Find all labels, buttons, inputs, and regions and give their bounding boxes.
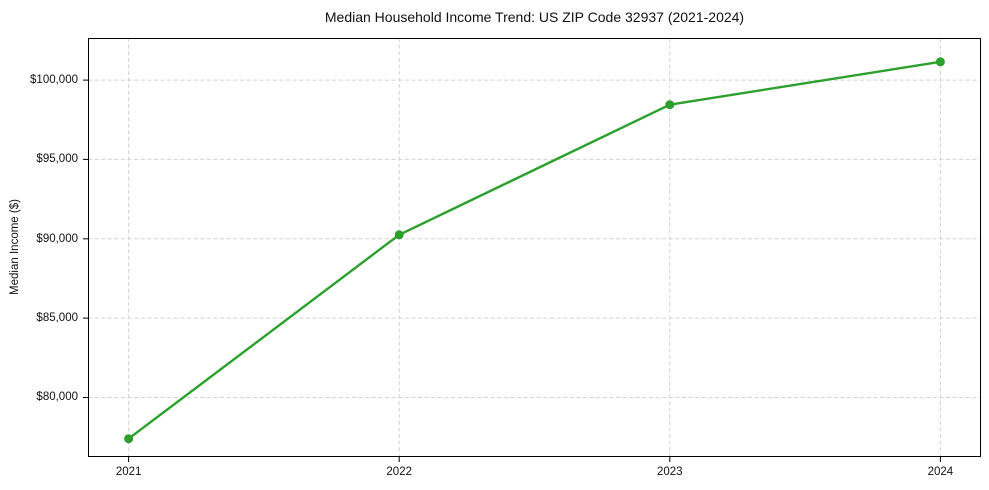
data-point-marker [124, 434, 134, 444]
y-tick-label: $85,000 [36, 312, 78, 325]
x-tick-label: 2021 [115, 466, 142, 478]
x-tick-label: 2023 [656, 466, 683, 478]
plot-canvas [83, 38, 981, 462]
chart-title: Median Household Income Trend: US ZIP Co… [324, 9, 745, 25]
data-point-marker [394, 230, 404, 240]
y-axis-title: Median Income ($) [9, 199, 21, 295]
y-tick-label: $100,000 [30, 74, 78, 87]
data-point-marker [935, 57, 945, 67]
plot-area [83, 38, 981, 462]
income-trend-line [127, 60, 942, 440]
x-tick-label: 2022 [386, 466, 412, 478]
y-tick-label: $90,000 [36, 232, 78, 245]
plot-border [88, 38, 981, 457]
data-point-marker [665, 100, 675, 110]
x-tick-label: 2024 [927, 466, 954, 478]
y-tick-label: $95,000 [36, 153, 78, 166]
y-tick-label: $80,000 [36, 391, 78, 404]
